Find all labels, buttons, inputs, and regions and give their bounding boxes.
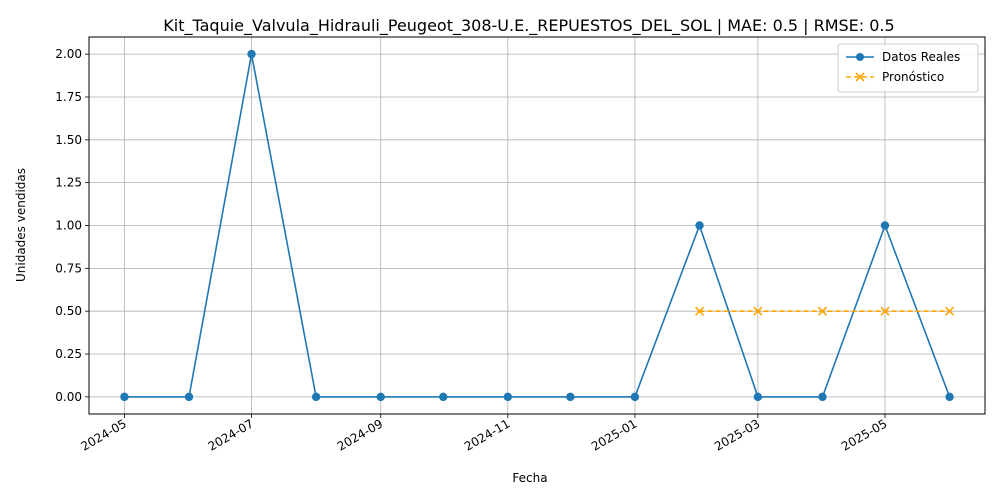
x-axis: 2024-05 2024-07 2024-09 2024-11 2025-01 2025-… [79, 414, 889, 454]
data-point [753, 392, 763, 402]
x-tick-label: 2024-11 [462, 416, 512, 453]
y-axis: 0.00 0.25 0.50 0.75 1.00 1.25 1.50 1.75 2.00 [55, 47, 89, 404]
data-point [695, 221, 704, 230]
forecast-point [945, 306, 955, 316]
y-tick-label: 0.25 [55, 347, 82, 361]
y-axis-label: Unidades vendidas [14, 168, 28, 282]
y-tick-label: 0.50 [55, 304, 82, 318]
forecast-point [694, 306, 705, 316]
x-axis-label: Fecha [512, 471, 547, 485]
legend-marker-real [856, 53, 864, 61]
data-point [566, 392, 575, 402]
data-point [945, 392, 954, 402]
legend-label-real: Datos Reales [882, 50, 960, 64]
y-tick-label: 0.00 [55, 390, 82, 404]
legend-marker-forecast [855, 72, 865, 82]
grid [89, 37, 985, 414]
x-tick-label: 2024-05 [79, 416, 129, 453]
x-tick-label: 2024-07 [206, 416, 256, 453]
forecast-point [753, 306, 763, 316]
data-point [439, 392, 448, 402]
x-tick-label: 2025-03 [712, 416, 762, 453]
y-tick-label: 0.75 [55, 261, 82, 275]
legend-box [837, 43, 979, 93]
forecast-point [880, 306, 890, 316]
y-tick-label: 1.00 [55, 219, 82, 233]
series-line-0 [124, 53, 951, 398]
x-tick-label: 2025-01 [589, 416, 639, 453]
y-tick-label: 1.25 [55, 176, 82, 190]
x-tick-label: 2025-05 [839, 416, 889, 453]
data-point [503, 392, 513, 402]
data-point [818, 392, 827, 402]
data-point [311, 392, 321, 402]
data-point [120, 392, 129, 402]
data-point [184, 392, 194, 402]
data-point [880, 221, 890, 230]
y-tick-label: 1.50 [55, 133, 82, 147]
y-tick-label: 1.75 [55, 90, 82, 104]
series-layer [120, 49, 955, 402]
chart-title: Kit_Taquie_Valvula_Hidrauli_Peugeot_308-… [163, 16, 894, 36]
legend: Datos Reales Pronóstico [837, 43, 979, 93]
forecast-point [817, 306, 828, 316]
data-point [630, 392, 640, 402]
x-tick-label: 2024-09 [335, 416, 385, 453]
data-point [247, 49, 256, 59]
data-point [376, 392, 385, 402]
legend-label-forecast: Pronóstico [882, 70, 944, 84]
y-tick-label: 2.00 [55, 47, 82, 61]
